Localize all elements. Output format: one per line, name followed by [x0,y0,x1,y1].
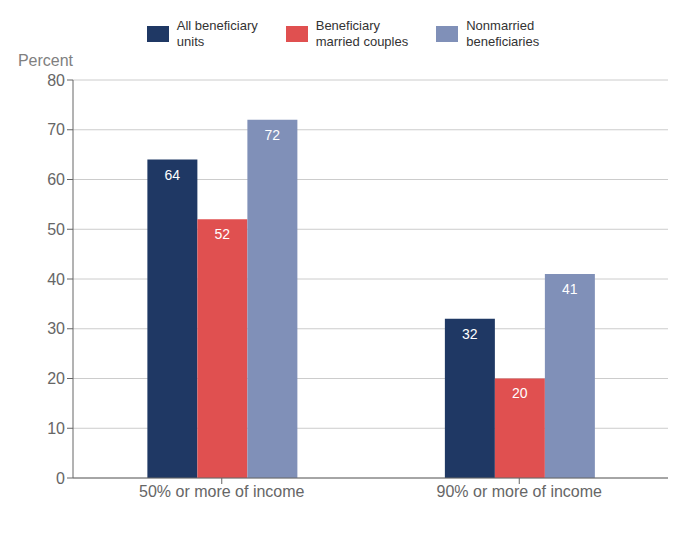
svg-text:20: 20 [47,370,65,387]
svg-text:41: 41 [562,281,578,297]
svg-text:90% or more of income: 90% or more of income [437,483,603,500]
html-text:Beneficiary: Beneficiary [315,18,380,33]
html-text:All beneficiary: All beneficiary [176,18,258,33]
svg-text:50: 50 [47,221,65,238]
svg-text:32: 32 [462,326,478,342]
html-text:units: units [176,34,205,49]
svg-text:50% or more of income: 50% or more of income [139,483,305,500]
svg-text:Percent: Percent [18,52,74,69]
svg-text:72: 72 [265,127,281,143]
html-text:beneficiaries: beneficiaries [466,34,540,49]
svg-text:70: 70 [47,121,65,138]
svg-text:40: 40 [47,271,65,288]
svg-text:0: 0 [56,470,65,487]
svg-text:80: 80 [47,72,65,89]
svg-text:10: 10 [47,420,65,437]
svg-text:60: 60 [47,171,65,188]
html-text:Nonmarried: Nonmarried [466,18,535,33]
svg-text:52: 52 [215,226,231,242]
svg-text:30: 30 [47,320,65,337]
svg-text:20: 20 [512,385,528,401]
svg-text:64: 64 [165,167,181,183]
html-text:married couples: married couples [315,34,409,49]
